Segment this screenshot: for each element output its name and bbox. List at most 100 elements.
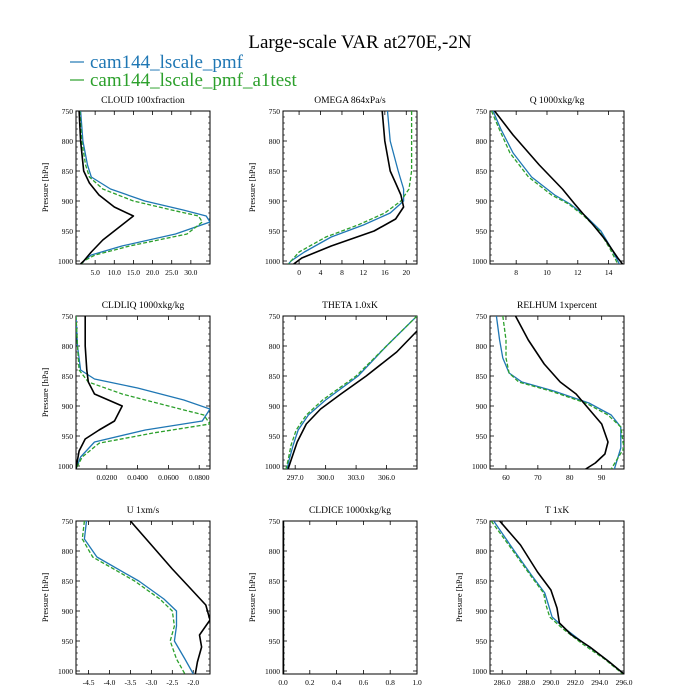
- y-tick-label: 850: [476, 577, 488, 586]
- y-tick-label: 800: [476, 342, 488, 351]
- x-tick-label: 90: [598, 473, 606, 482]
- plot-frame: [282, 315, 418, 470]
- series-line-1: [76, 316, 210, 469]
- series-line-2: [490, 111, 619, 264]
- y-axis-label: Pressure [hPa]: [454, 573, 464, 623]
- series-group: [285, 316, 417, 469]
- y-tick-label: 950: [269, 227, 281, 236]
- series-group: [81, 521, 210, 674]
- y-axis-label: Pressure [hPa]: [247, 573, 257, 623]
- x-tick-label: -3.0: [145, 678, 157, 687]
- x-tick-label: 0.4: [332, 678, 342, 687]
- legend-label-1: cam144_lscale_pmf: [90, 52, 244, 73]
- x-tick-label: 288.0: [518, 678, 535, 687]
- y-tick-label: 1000: [472, 667, 487, 676]
- x-tick-label: -2.5: [166, 678, 178, 687]
- panel-6: RELHUM 1xpercent 750 800 850 900 950 1000 60 70 8…: [472, 301, 625, 482]
- series-line-1: [286, 316, 417, 469]
- x-tick-label: 300.0: [317, 473, 334, 482]
- panel-7: U 1xm/s 750 800 850 900 950 1000 -4.5 -4.0 -3.5 -3…: [40, 506, 211, 687]
- x-tick-label: 292.0: [567, 678, 584, 687]
- plot-frame: [282, 520, 418, 675]
- series-line-1: [83, 521, 194, 674]
- panel-title: U 1xm/s: [127, 506, 160, 516]
- series-line-3: [76, 316, 123, 469]
- x-tick-label: 0.0800: [189, 473, 210, 482]
- panel-4: CLDLIQ 1000xkg/kg 750 800 850 900 950 1000 0.02…: [40, 301, 211, 482]
- y-tick-label: 900: [269, 197, 281, 206]
- panel-1: CLOUD 100xfraction 750 800 850 900 950 1000 5.0…: [40, 95, 211, 277]
- x-tick-label: -2.0: [187, 678, 199, 687]
- y-tick-label: 850: [62, 577, 74, 586]
- y-axis-label: Pressure [hPa]: [40, 573, 50, 623]
- y-tick-label: 850: [62, 167, 74, 176]
- plot-frame: [75, 110, 211, 265]
- x-tick-label: 10.0: [108, 268, 121, 277]
- series-group: [78, 111, 210, 264]
- plot-frame: [75, 315, 211, 470]
- y-tick-label: 900: [269, 402, 281, 411]
- y-tick-label: 750: [476, 517, 488, 526]
- x-tick-label: -3.5: [125, 678, 137, 687]
- y-tick-label: 950: [62, 432, 74, 441]
- panels: CLOUD 100xfraction75080085090095010005.0…: [40, 95, 633, 687]
- x-tick-label: 10: [543, 268, 551, 277]
- x-tick-label: 60: [502, 473, 510, 482]
- y-tick-label: 1000: [265, 667, 280, 676]
- series-line-2: [490, 521, 624, 674]
- panel-8: CLDICE 1000xkg/kg 750 800 850 900 950 1000 0.0 0…: [247, 506, 422, 687]
- x-tick-label: 296.0: [616, 678, 633, 687]
- series-line-1: [79, 111, 210, 264]
- x-tick-label: 20: [403, 268, 411, 277]
- y-tick-label: 750: [62, 517, 74, 526]
- series-group: [287, 111, 413, 264]
- y-tick-label: 850: [269, 577, 281, 586]
- series-line-2: [79, 111, 203, 264]
- x-tick-label: 0: [297, 268, 301, 277]
- series-line-1: [495, 316, 622, 469]
- panel-5: THETA 1.0xK 750 800 850 900 950 1000 297.0 300.0…: [265, 301, 418, 482]
- panel-title: T 1xK: [545, 506, 570, 516]
- y-tick-label: 750: [476, 312, 488, 321]
- series-line-3: [129, 521, 210, 674]
- x-tick-label: 25.0: [165, 268, 178, 277]
- x-tick-label: 0.0: [278, 678, 288, 687]
- panel-title: RELHUM 1xpercent: [517, 301, 597, 311]
- legend-label-2: cam144_lscale_pmf_a1test: [90, 70, 298, 91]
- series-group: [495, 316, 624, 469]
- x-tick-label: 0.6: [359, 678, 369, 687]
- legend: cam144_lscale_pmf cam144_lscale_pmf_a1te…: [70, 52, 298, 91]
- y-tick-label: 800: [269, 342, 281, 351]
- series-line-3: [499, 521, 624, 674]
- series-line-2: [502, 316, 624, 469]
- y-tick-label: 850: [476, 372, 488, 381]
- panel-9: T 1xK 750 800 850 900 950 1000 286.0 288.0 290.0 2…: [454, 506, 633, 687]
- x-tick-label: 290.0: [542, 678, 559, 687]
- y-tick-label: 800: [269, 547, 281, 556]
- y-tick-label: 750: [269, 517, 281, 526]
- y-tick-label: 1000: [58, 462, 73, 471]
- y-tick-label: 950: [476, 227, 488, 236]
- x-tick-label: 0.0400: [127, 473, 148, 482]
- series-group: [490, 111, 624, 264]
- series-line-1: [287, 111, 405, 264]
- x-tick-label: 0.0600: [158, 473, 179, 482]
- y-tick-label: 750: [476, 107, 488, 116]
- y-tick-label: 900: [62, 607, 74, 616]
- y-axis-label: Pressure [hPa]: [40, 163, 50, 213]
- y-tick-label: 900: [62, 197, 74, 206]
- x-tick-label: 286.0: [494, 678, 511, 687]
- y-tick-label: 850: [476, 167, 488, 176]
- x-tick-label: 20.0: [146, 268, 159, 277]
- y-tick-label: 900: [269, 607, 281, 616]
- y-tick-label: 800: [476, 137, 488, 146]
- y-tick-label: 800: [62, 137, 74, 146]
- y-tick-label: 900: [476, 197, 488, 206]
- plot-frame: [489, 110, 625, 265]
- y-tick-label: 850: [269, 372, 281, 381]
- y-tick-label: 750: [62, 107, 74, 116]
- plot-frame: [489, 520, 625, 675]
- x-tick-label: 297.0: [287, 473, 304, 482]
- panel-title: CLDLIQ 1000xkg/kg: [102, 301, 185, 311]
